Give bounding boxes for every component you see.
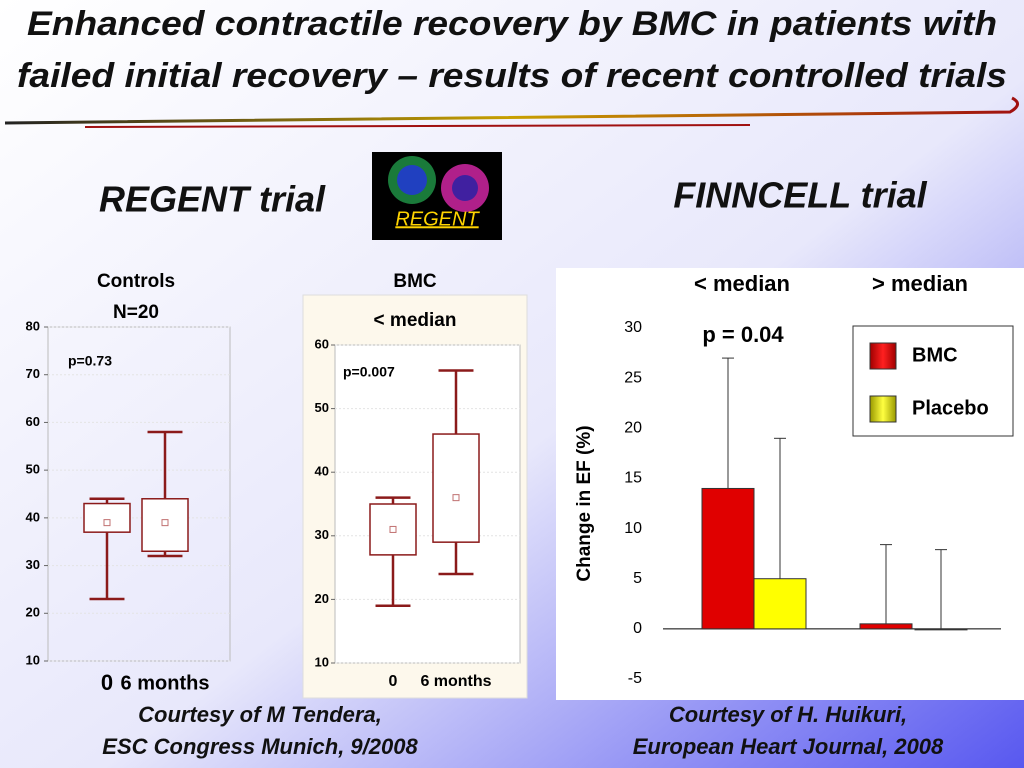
x-category-label: < median	[694, 271, 790, 296]
x-tick-label: 0	[101, 670, 113, 695]
y-tick-label: 40	[26, 509, 40, 524]
chart-title: Controls	[97, 271, 175, 292]
legend-swatch	[869, 342, 897, 370]
box	[141, 498, 189, 553]
y-tick-label: 10	[624, 520, 642, 537]
y-tick-label: 20	[624, 420, 642, 437]
legend-label: Placebo	[912, 397, 989, 419]
y-tick-label: 50	[26, 462, 40, 477]
y-tick-label: 25	[624, 369, 642, 386]
chart-title: N=20	[113, 302, 159, 323]
y-tick-label: 5	[633, 570, 642, 587]
heading: FINNCELL trial	[673, 175, 927, 216]
y-axis-label: Change in EF (%)	[574, 425, 595, 581]
box	[83, 502, 131, 533]
chart-subtitle: < median	[374, 310, 457, 331]
y-tick-label: 50	[315, 400, 329, 415]
center-marker	[452, 494, 460, 502]
title-underline	[84, 124, 751, 128]
x-tick-label: 6 months	[121, 672, 210, 694]
title-line: Enhanced contractile recovery by BMC in …	[27, 5, 997, 43]
y-tick-label: 15	[624, 470, 642, 487]
bar	[753, 578, 807, 630]
y-tick-label: 20	[26, 605, 40, 620]
title-underline	[4, 96, 1019, 125]
logo-label: REGENT	[395, 208, 480, 230]
y-tick-label: 60	[315, 336, 329, 351]
trial-logo: REGENT	[372, 152, 502, 240]
y-tick-label: 70	[26, 366, 40, 381]
credit: European Heart Journal, 2008	[633, 734, 944, 759]
bar	[701, 487, 755, 630]
title-line: failed initial recovery – results of rec…	[17, 57, 1007, 95]
box	[432, 433, 480, 543]
y-tick-label: -5	[628, 670, 642, 687]
credit: Courtesy of H. Huikuri,	[669, 702, 907, 727]
plot-frame	[334, 344, 521, 664]
annotation: p = 0.04	[702, 322, 784, 347]
legend-swatch	[869, 395, 897, 423]
y-tick-label: 10	[26, 652, 40, 667]
x-tick-label: 0	[389, 673, 398, 690]
center-marker	[161, 519, 169, 527]
center-marker	[389, 525, 397, 533]
y-tick-label: 10	[315, 654, 329, 669]
y-tick-label: 30	[315, 527, 329, 542]
y-tick-label: 60	[26, 414, 40, 429]
annotation: p=0.73	[68, 353, 112, 369]
y-tick-label: 80	[26, 318, 40, 333]
x-tick-label: 6 months	[420, 673, 491, 690]
y-tick-label: 30	[26, 557, 40, 572]
y-tick-label: 30	[624, 319, 642, 336]
bar	[914, 628, 968, 631]
credit: ESC Congress Munich, 9/2008	[102, 734, 418, 759]
heading: REGENT trial	[99, 179, 326, 220]
x-category-label: > median	[872, 271, 968, 296]
legend-label: BMC	[912, 344, 958, 366]
credit: Courtesy of M Tendera,	[138, 702, 382, 727]
box	[369, 503, 417, 556]
plot-frame	[47, 326, 231, 662]
y-tick-label: 40	[315, 464, 329, 479]
y-tick-label: 0	[633, 620, 642, 637]
bar	[859, 623, 913, 630]
annotation: p=0.007	[343, 364, 395, 380]
center-marker	[103, 519, 111, 527]
chart-title: BMC	[393, 271, 437, 292]
y-tick-label: 20	[315, 591, 329, 606]
